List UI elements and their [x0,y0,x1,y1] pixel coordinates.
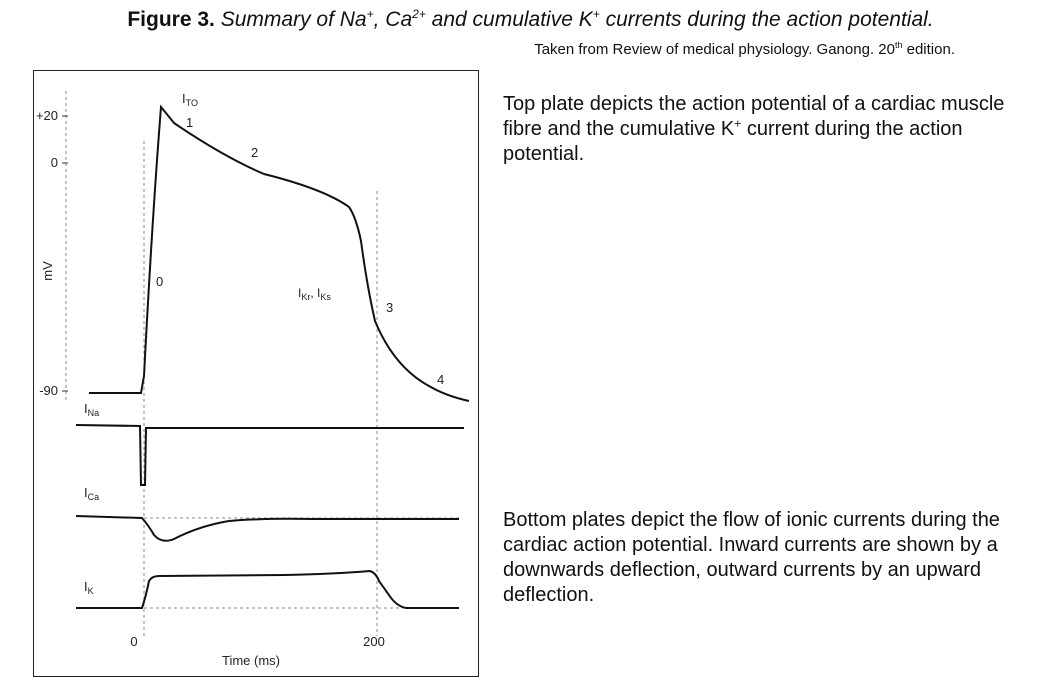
top-plate-description: Top plate depicts the action potential o… [503,92,1033,167]
caption-part: , Ca [373,8,413,31]
phase-label-3: 3 [386,300,393,315]
ito-label: ITO [182,91,198,108]
ik-label: IK [84,579,94,596]
ik-trace [76,569,459,609]
ica-trace [75,515,459,542]
figure-title: Summary of Na+, Ca2+ and cumulative K+ c… [221,8,934,31]
x-axis-label: Time (ms) [222,653,280,668]
ina-sub: Na [88,408,100,418]
figure-caption: Figure 3. Summary of Na+, Ca2+ and cumul… [0,6,1061,34]
phase-label-4: 4 [437,372,444,387]
iks-main: , I [310,286,320,300]
ikr-sub: Kr [301,292,310,302]
top-text-end: current during the action potential. [503,118,963,165]
y-tick-minus90: -90 [39,383,58,398]
y-axis-label: mV [40,261,55,281]
ik-sub: K [88,586,94,596]
ikr-iks-label: IKr, IKs [298,286,331,302]
action-potential-figure: +20 0 -90 mV 0 1 2 3 4 ITO IKr, IKs INa … [33,70,479,677]
caption-sup: 2+ [412,7,426,21]
iks-sub: Ks [320,292,331,302]
top-text-sup: + [734,116,742,131]
figure-label: Figure 3. [127,8,215,31]
ito-main: I [182,91,186,106]
y-tick-plus20: +20 [36,108,58,123]
bottom-plate-description: Bottom plates depict the flow of ionic c… [503,509,1000,606]
source-text-end: edition. [902,41,955,58]
ina-main: I [84,401,88,416]
top-text-part: Top plate depicts the action potential o… [503,93,1005,140]
x-tick-200: 200 [363,634,385,649]
ina-trace [75,424,464,486]
source-text: Taken from Review of medical physiology.… [534,41,895,58]
source-sup: th [894,40,903,50]
ito-sub: TO [186,98,198,108]
caption-part: currents during the action potential. [599,8,934,31]
action-potential-curve [89,104,470,402]
caption-part: and cumulative K [425,8,593,31]
figure-source: Taken from Review of medical physiology.… [534,40,955,59]
phase-label-2: 2 [251,145,258,160]
ikr-main: I [298,286,301,300]
ik-main: I [84,579,88,594]
x-tick-zero: 0 [130,634,137,649]
axis-ticks [62,115,68,392]
ica-main: I [84,485,88,500]
caption-part: Summary of Na [220,8,367,31]
ica-sub: Ca [88,492,100,502]
ina-label: INa [84,401,99,418]
phase-label-0: 0 [156,274,163,289]
ica-label: ICa [84,485,99,502]
action-potential-diagram: +20 0 -90 mV 0 1 2 3 4 ITO IKr, IKs INa … [36,91,470,668]
caption-sup: + [366,7,374,21]
y-tick-zero: 0 [51,155,58,170]
caption-sup: + [592,7,600,21]
phase-label-1: 1 [186,115,193,130]
